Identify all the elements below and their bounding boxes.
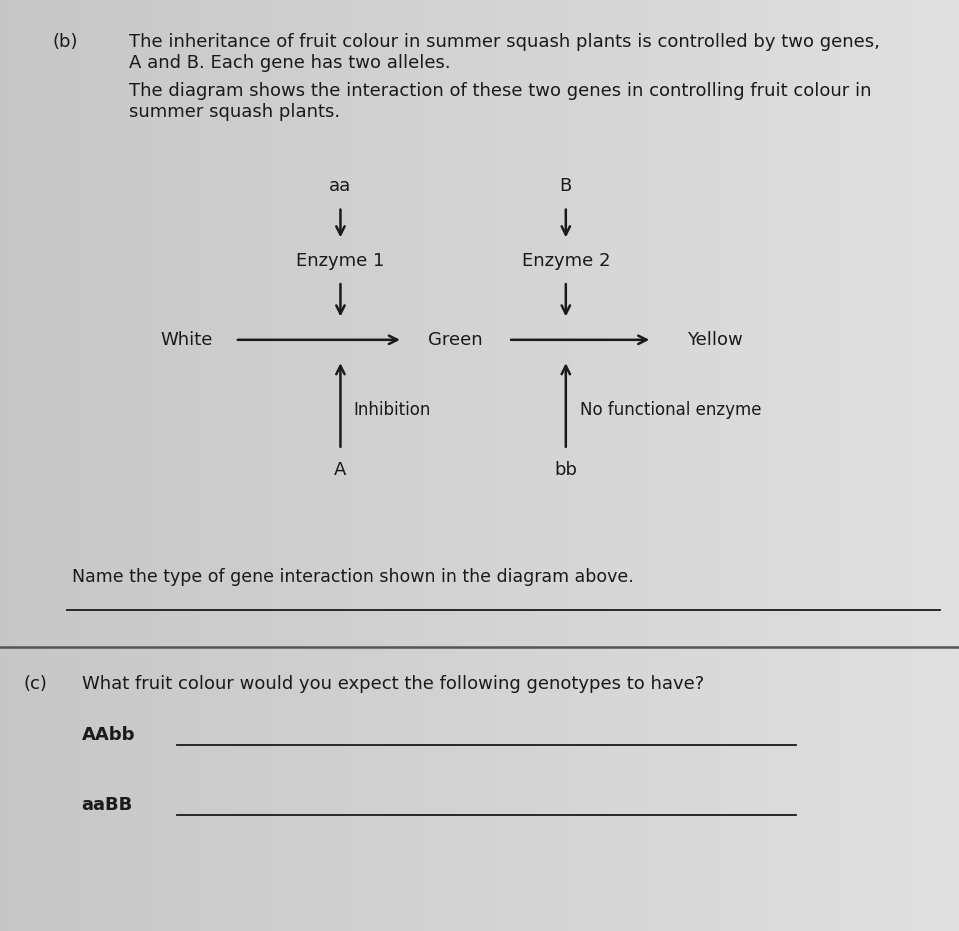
Text: Green: Green [429,331,482,349]
Text: aa: aa [329,177,352,196]
Text: (b): (b) [53,33,79,50]
Text: The inheritance of fruit colour in summer squash plants is controlled by two gen: The inheritance of fruit colour in summe… [129,33,880,50]
Text: bb: bb [554,461,577,479]
Text: The diagram shows the interaction of these two genes in controlling fruit colour: The diagram shows the interaction of the… [129,82,872,100]
Text: A: A [335,461,346,479]
Text: B: B [560,177,572,196]
Text: (c): (c) [24,675,48,693]
Text: Yellow: Yellow [687,331,742,349]
Text: AAbb: AAbb [82,726,135,744]
Text: Name the type of gene interaction shown in the diagram above.: Name the type of gene interaction shown … [72,568,634,586]
Text: What fruit colour would you expect the following genotypes to have?: What fruit colour would you expect the f… [82,675,704,693]
Text: summer squash plants.: summer squash plants. [129,103,340,121]
Text: A and B. Each gene has two alleles.: A and B. Each gene has two alleles. [129,54,451,72]
Text: White: White [161,331,213,349]
Text: Inhibition: Inhibition [353,400,431,419]
Text: Enzyme 2: Enzyme 2 [522,251,610,270]
Text: Enzyme 1: Enzyme 1 [296,251,385,270]
Text: No functional enzyme: No functional enzyme [580,400,761,419]
Text: aaBB: aaBB [82,796,132,814]
